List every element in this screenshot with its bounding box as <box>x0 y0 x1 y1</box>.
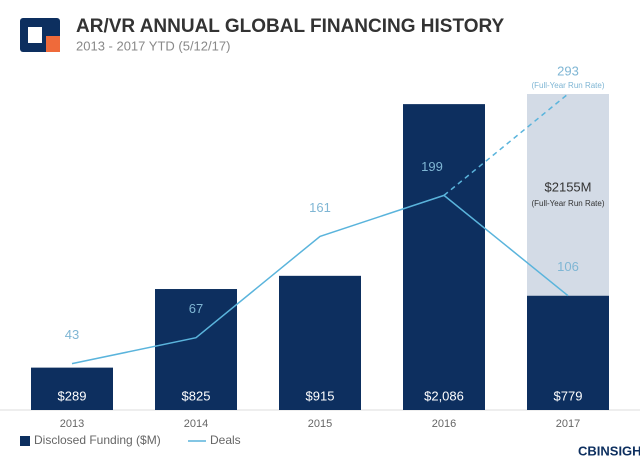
deals-projection-note: (Full-Year Run Rate) <box>531 81 604 90</box>
bar-value-label: $2,086 <box>424 388 464 403</box>
deals-projection-label: 293 <box>557 63 579 78</box>
deals-value-label: 106 <box>557 259 579 274</box>
deals-line <box>71 194 569 365</box>
bar <box>31 367 113 410</box>
x-tick-label: 2017 <box>556 418 580 430</box>
x-tick-label: 2014 <box>184 418 208 430</box>
bar-value-label: $825 <box>182 388 211 403</box>
projection-label: $2155M <box>545 179 592 194</box>
deals-value-label: 199 <box>421 159 443 174</box>
legend-swatch <box>20 436 30 446</box>
chart-title: AR/VR ANNUAL GLOBAL FINANCING HISTORY <box>76 16 505 37</box>
bar <box>403 104 485 411</box>
logo-text: CBINSIGHTS <box>578 443 640 458</box>
bar <box>155 289 237 410</box>
x-tick-label: 2016 <box>432 418 456 430</box>
projection-note: (Full-Year Run Rate) <box>531 199 604 208</box>
deals-value-label: 67 <box>189 301 203 316</box>
bar-value-label: $915 <box>306 388 335 403</box>
legend-label: Deals <box>210 433 241 447</box>
deals-value-label: 161 <box>309 200 331 215</box>
logo <box>20 18 60 52</box>
x-tick-label: 2013 <box>60 418 84 430</box>
bar-value-label: $779 <box>554 388 583 403</box>
bar <box>279 275 361 410</box>
x-tick-label: 2015 <box>308 418 332 430</box>
legend-label: Disclosed Funding ($M) <box>34 433 161 447</box>
deals-value-label: 43 <box>65 327 79 342</box>
chart-subtitle: 2013 - 2017 YTD (5/12/17) <box>76 38 230 53</box>
bar <box>527 295 609 410</box>
bar-value-label: $289 <box>58 388 87 403</box>
